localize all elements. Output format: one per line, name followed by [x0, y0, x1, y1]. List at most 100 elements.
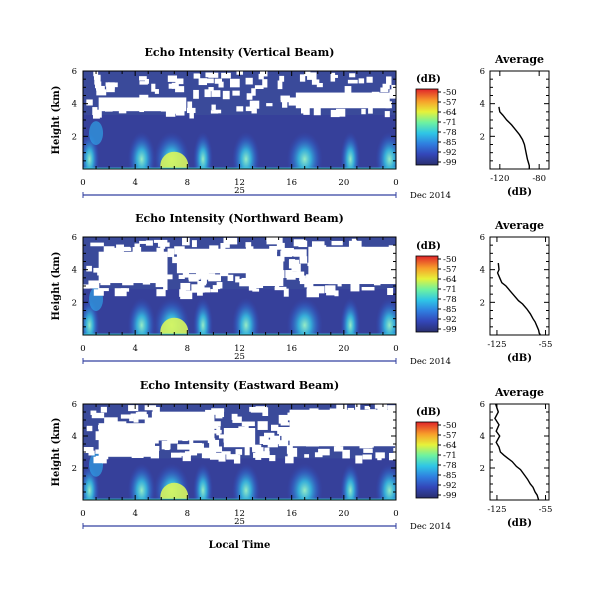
no-data-cell	[204, 89, 211, 98]
no-data-cell	[197, 280, 207, 286]
no-data-cell	[293, 249, 307, 257]
no-data-cell	[201, 277, 207, 284]
no-data-cell	[114, 288, 127, 297]
no-data-cell	[191, 240, 197, 248]
no-data-cell	[175, 78, 184, 85]
no-data-cell	[210, 110, 219, 114]
x-axis-label: (dB)	[507, 187, 532, 198]
no-data-cell	[262, 407, 269, 417]
no-data-cell	[129, 416, 134, 422]
no-data-cell	[266, 103, 273, 107]
no-data-cell	[254, 85, 264, 89]
no-data-cell	[189, 445, 204, 454]
x-axis-label: Local Time	[209, 540, 271, 551]
date-label: Dec 2014	[410, 522, 451, 532]
colorbar-tick-label: -99	[443, 325, 457, 335]
no-data-cell	[175, 86, 185, 93]
x-tick-label: -55	[539, 340, 553, 350]
no-data-cell	[133, 415, 139, 423]
average-profile-line	[498, 106, 530, 169]
no-data-region	[98, 251, 168, 284]
no-data-cell	[96, 89, 107, 96]
no-data-cell	[167, 75, 178, 82]
colorbar-scale	[415, 88, 439, 166]
heatmap-field	[83, 404, 396, 500]
colorbar-unit: (dB)	[416, 241, 441, 252]
no-data-region	[289, 409, 396, 447]
no-data-cell	[279, 75, 285, 82]
no-data-cell	[201, 451, 213, 459]
no-data-cell	[347, 79, 358, 84]
no-data-cell	[91, 412, 105, 419]
colorbar-tick-label: -99	[443, 158, 457, 168]
no-data-cell	[221, 451, 231, 455]
echo-plume	[340, 463, 361, 500]
echo-plume	[375, 297, 396, 335]
y-tick-label: 4	[72, 100, 77, 110]
no-data-cell	[299, 275, 306, 282]
no-data-cell	[281, 247, 294, 254]
no-data-cell	[224, 244, 230, 248]
average-panel-2: Average 6 4 2 -125 -55 (dB)	[480, 219, 553, 364]
no-data-cell	[209, 245, 219, 251]
plot-frame	[489, 70, 550, 170]
no-data-cell	[391, 84, 396, 92]
no-data-cell	[384, 111, 390, 118]
no-data-cell	[218, 434, 227, 439]
no-data-cell	[266, 237, 280, 242]
x-tick-label: -125	[487, 505, 506, 515]
y-tick-label: 6	[72, 67, 77, 77]
x-tick-label: 0	[80, 344, 85, 354]
no-data-cell	[167, 248, 175, 258]
x-tick-label: -120	[490, 174, 509, 184]
no-data-cell	[152, 407, 160, 416]
colorbar-tick-label: -92	[443, 315, 457, 325]
no-data-cell	[212, 285, 221, 290]
no-data-cell	[86, 425, 93, 432]
no-data-cell	[277, 427, 291, 435]
no-data-cell	[167, 440, 178, 444]
no-data-cell	[231, 413, 238, 420]
no-data-cell	[108, 82, 115, 90]
no-data-cell	[361, 108, 366, 115]
no-data-cell	[274, 286, 287, 291]
y-tick-label: 4	[72, 266, 77, 276]
no-data-cell	[209, 452, 223, 460]
no-data-cell	[198, 275, 208, 279]
no-data-cell	[193, 89, 199, 99]
no-data-cell	[155, 282, 167, 288]
day-label: 25	[234, 352, 245, 362]
heatmap-panel-3: Echo Intensity (Eastward Beam) 0 4 8 12 16 20 0…	[51, 379, 451, 532]
y-tick-label: 2	[480, 464, 485, 474]
echo-plume	[286, 463, 323, 500]
no-data-cell	[393, 451, 396, 459]
no-data-cell	[187, 101, 193, 109]
plot-frame	[489, 403, 550, 501]
x-tick-label: -55	[539, 505, 553, 515]
no-data-cell	[278, 440, 289, 447]
no-data-cell	[249, 100, 260, 109]
no-data-cell	[368, 104, 373, 114]
y-tick-label: 6	[72, 233, 77, 243]
no-data-cell	[189, 440, 194, 449]
no-data-cell	[182, 270, 190, 278]
echo-plume	[375, 131, 396, 169]
no-data-cell	[207, 429, 222, 434]
no-data-cell	[164, 444, 170, 451]
echo-plume	[375, 463, 396, 500]
echo-plume	[340, 131, 361, 169]
no-data-cell	[214, 446, 223, 452]
no-data-cell	[336, 404, 347, 411]
y-tick-label: 4	[480, 100, 485, 110]
no-data-region	[98, 97, 187, 112]
y-axis-label: Height (km)	[51, 252, 62, 321]
no-data-cell	[264, 447, 270, 453]
no-data-cell	[188, 276, 201, 280]
no-data-cell	[286, 445, 293, 454]
no-data-cell	[334, 290, 339, 297]
no-data-cell	[248, 284, 257, 291]
average-profile-line	[494, 403, 540, 501]
no-data-region	[295, 92, 390, 109]
x-tick-label: 12	[234, 509, 245, 519]
echo-plume	[192, 131, 213, 169]
